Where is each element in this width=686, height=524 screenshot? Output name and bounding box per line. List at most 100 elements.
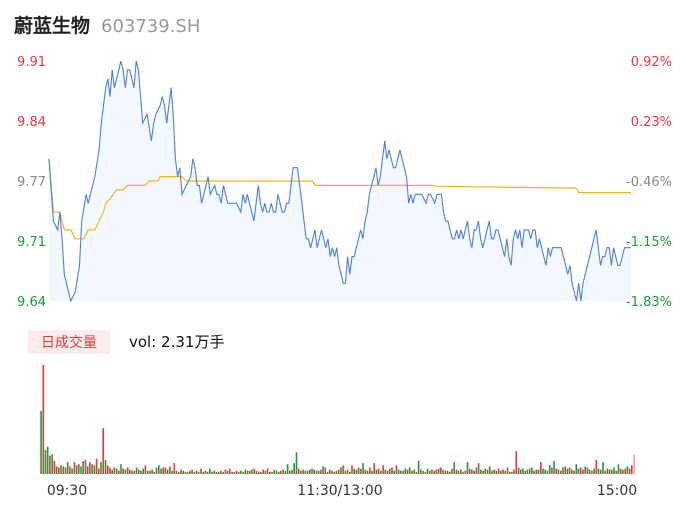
volume-bar — [266, 468, 269, 475]
volume-bar — [217, 471, 220, 474]
volume-bar — [446, 470, 449, 474]
volume-bar — [102, 428, 104, 474]
volume-bar — [455, 469, 458, 474]
volume-bar — [235, 470, 238, 474]
volume-bar — [311, 468, 313, 475]
volume-bar — [126, 467, 129, 474]
y-tick-left: 9.77 — [17, 175, 46, 190]
stock-name: 蔚蓝生物 — [14, 14, 90, 37]
volume-bar — [397, 469, 400, 474]
volume-bar — [82, 460, 84, 474]
volume-bar — [515, 451, 518, 474]
volume-bar — [577, 468, 580, 475]
volume-bar — [380, 470, 382, 474]
volume-bar — [606, 468, 609, 475]
volume-bar — [457, 470, 460, 474]
volume-bar — [115, 468, 118, 475]
volume-bar — [591, 470, 593, 474]
volume-bar — [531, 467, 533, 474]
volume-bar — [277, 471, 280, 474]
volume-bar — [408, 467, 411, 474]
volume-bar — [502, 469, 504, 474]
volume-bar — [400, 470, 402, 474]
volume-bar — [317, 470, 320, 474]
volume-bar — [382, 465, 384, 474]
volume-bar — [293, 463, 295, 474]
volume-bar — [315, 470, 318, 474]
volume-bar — [149, 470, 151, 474]
volume-bar — [255, 470, 258, 474]
volume-bar — [195, 470, 198, 474]
volume-bar — [599, 469, 602, 474]
volume-bar — [309, 469, 311, 474]
volume-bar — [100, 462, 102, 474]
volume-bar — [95, 458, 98, 474]
volume-bar — [373, 463, 375, 474]
volume-bar — [300, 470, 302, 474]
volume-bar — [324, 467, 327, 474]
volume-bar — [286, 464, 289, 474]
volume-bar — [53, 460, 56, 474]
y-tick-left: 9.84 — [17, 115, 46, 130]
volume-bar — [462, 471, 464, 474]
volume-bar — [533, 470, 535, 474]
volume-bar — [582, 469, 584, 474]
volume-bar — [162, 467, 164, 474]
volume-bar — [346, 469, 349, 474]
volume-bar — [477, 463, 480, 474]
volume-tab[interactable] — [28, 330, 110, 354]
volume-bar — [189, 470, 191, 474]
volume-bar — [329, 469, 331, 474]
volume-bar — [420, 469, 422, 474]
volume-bar — [466, 462, 469, 474]
volume-bar — [269, 471, 271, 474]
volume-bar — [579, 467, 582, 474]
stock-code: 603739.SH — [101, 16, 200, 37]
volume-bar — [222, 471, 224, 474]
volume-bar — [197, 471, 200, 474]
volume-bar — [524, 470, 526, 474]
volume-bar — [537, 469, 540, 474]
volume-bar — [40, 410, 42, 474]
volume-bar — [120, 464, 122, 474]
volume-bar — [124, 469, 127, 474]
volume-bar — [508, 471, 511, 474]
volume-bar — [480, 469, 482, 474]
volume-bar — [566, 468, 569, 475]
volume-bar — [64, 467, 67, 474]
volume-bar — [158, 465, 160, 474]
y-tick-right: 0.92% — [631, 55, 672, 70]
volume-bar — [557, 469, 560, 474]
volume-bar — [617, 464, 620, 474]
volume-bar — [511, 471, 513, 474]
volume-bar — [75, 465, 78, 474]
volume-bar — [229, 468, 231, 475]
volume-bar — [402, 470, 404, 474]
volume-bar — [297, 468, 300, 475]
volume-bar — [220, 470, 222, 474]
volume-bar — [164, 467, 167, 474]
volume-bar — [51, 454, 53, 474]
volume-bar — [486, 469, 489, 474]
volume-bar — [542, 468, 544, 475]
volume-bar — [615, 470, 618, 474]
volume-tab-label: 日成交量 — [41, 334, 97, 351]
volume-bar — [431, 469, 433, 474]
volume-bar — [209, 468, 211, 475]
volume-bar — [200, 468, 202, 475]
volume-bar — [493, 469, 495, 474]
volume-bar — [58, 467, 60, 474]
volume-bar — [504, 470, 506, 474]
volume-bar — [357, 467, 360, 474]
volume-bar — [540, 462, 542, 474]
volume-bar — [253, 468, 256, 475]
volume-bar — [275, 470, 278, 474]
volume-bar — [517, 467, 520, 474]
volume-bar — [360, 468, 362, 475]
y-axis-right: 0.92% 0.23% -0.46% -1.15% -1.83% — [626, 55, 672, 310]
volume-bar — [451, 468, 453, 475]
volume-bar — [560, 470, 562, 474]
volume-bar — [555, 468, 558, 475]
volume-bar — [366, 470, 369, 474]
volume-bar — [326, 471, 329, 474]
